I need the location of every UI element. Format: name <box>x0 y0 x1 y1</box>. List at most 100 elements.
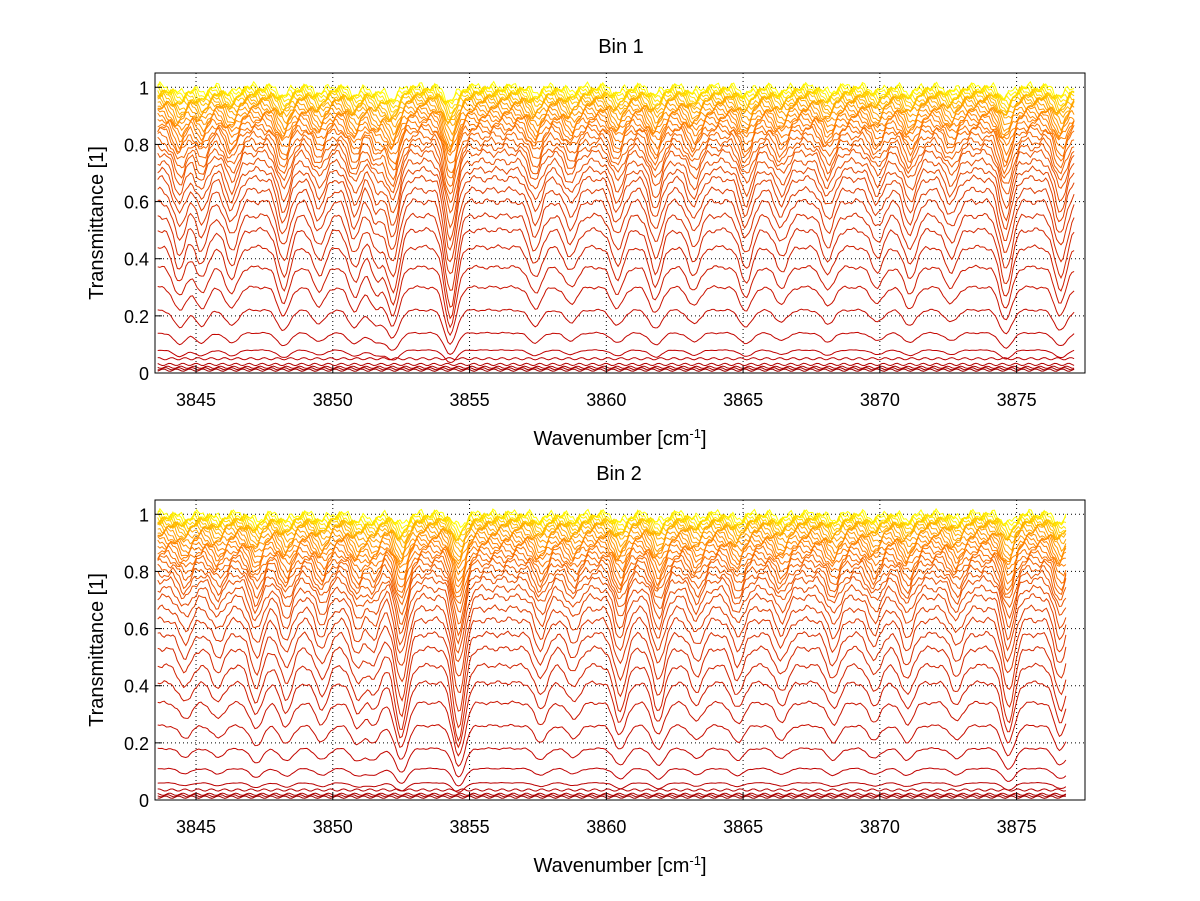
spectrum-series-line <box>157 142 1075 204</box>
spectrum-series-line <box>157 723 1067 767</box>
spectrum-series-line <box>157 124 1075 179</box>
spectrum-series-line <box>157 101 1075 143</box>
x-tick-label: 3850 <box>313 390 353 410</box>
spectrum-series-line <box>157 680 1067 749</box>
spectrum-series-line <box>157 331 1075 355</box>
spectrum-series-line <box>157 264 1075 329</box>
spectrum-series-line <box>157 185 1075 263</box>
y-axis-label: Transmittance [1] <box>86 146 108 300</box>
series-group <box>157 80 1075 372</box>
y-tick-label: 0.6 <box>124 620 149 640</box>
x-axis-label: Wavenumber [cm-1] <box>533 426 706 451</box>
spectrum-series-line <box>157 792 1067 796</box>
spectrum-series-line <box>157 781 1067 793</box>
spectrum-series-line <box>157 557 1067 613</box>
spectrum-series-line <box>157 349 1075 364</box>
spectrum-series-line <box>157 788 1066 792</box>
x-tick-label: 3860 <box>586 817 626 837</box>
subplot-bin-1: Bin 1 3845 3850 3855 3860 3865 3870 3875 0 0.2 0.… <box>86 36 1086 451</box>
spectrum-series-line <box>157 519 1067 553</box>
subplot-bin-2: Bin 2 3845 3850 3855 3860 3865 3870 3875 0 0.2 0.… <box>86 463 1086 878</box>
x-tick-label: 3870 <box>860 390 900 410</box>
spectrum-series-line <box>157 368 1075 372</box>
y-tick-label: 0.8 <box>124 562 149 582</box>
tick-labels: 3845 3850 3855 3860 3865 3870 3875 0 0.2 0.4 0.6 0.… <box>124 505 1037 837</box>
spectrum-series-line <box>157 645 1067 729</box>
spectrum-series-line <box>157 197 1075 275</box>
spectrum-series-line <box>157 574 1067 645</box>
grid <box>155 500 1085 800</box>
spectrum-series-line <box>157 165 1075 242</box>
spectrum-series-line <box>157 700 1067 757</box>
x-tick-label: 3850 <box>313 817 353 837</box>
y-tick-label: 0.4 <box>124 677 149 697</box>
chart-title: Bin 2 <box>596 463 642 485</box>
spectrum-series-line <box>157 568 1067 637</box>
y-tick-label: 0 <box>139 791 149 811</box>
spectrum-series-line <box>157 795 1066 799</box>
spectrum-series-line <box>157 136 1075 195</box>
y-tick-label: 0.4 <box>124 250 149 270</box>
y-tick-label: 0.2 <box>124 307 149 327</box>
spectrum-series-line <box>157 109 1075 154</box>
spectrum-series-line <box>157 615 1067 694</box>
axes-box <box>154 499 1086 801</box>
grid <box>155 73 1085 373</box>
spectrum-series-line <box>157 362 1075 367</box>
spectrum-series-line <box>157 174 1075 251</box>
spectrum-series-line <box>157 244 1075 320</box>
spectrum-series-line <box>157 583 1067 654</box>
spectrum-series-line <box>157 107 1075 152</box>
y-tick-label: 0.6 <box>124 193 149 213</box>
spectrum-series-line <box>157 226 1075 308</box>
spectrum-series-line <box>157 630 1067 712</box>
tick-labels: 3845 3850 3855 3860 3865 3870 3875 0 0.2 0.4 0.6 0.… <box>124 78 1037 410</box>
x-tick-label: 3860 <box>586 390 626 410</box>
spectrum-series-line <box>157 308 1075 346</box>
spectrum-series-line <box>157 112 1075 157</box>
axes-box <box>154 72 1086 374</box>
spectrum-series-line <box>157 367 1075 371</box>
spectrum-series-line <box>157 604 1067 677</box>
spectrum-series-line <box>157 592 1067 663</box>
spectrum-series-line <box>157 553 1067 605</box>
spectrum-series-line <box>157 148 1075 214</box>
x-tick-label: 3855 <box>450 817 490 837</box>
chart-title: Bin 1 <box>598 36 644 58</box>
x-tick-label: 3865 <box>723 817 763 837</box>
spectrum-series-line <box>157 767 1067 787</box>
spectrum-series-line <box>157 285 1075 337</box>
y-axis-label: Transmittance [1] <box>86 573 108 727</box>
spectrum-series-line <box>157 563 1067 625</box>
y-tick-label: 0 <box>139 364 149 384</box>
spectrum-series-line <box>157 525 1067 562</box>
y-tick-label: 0.8 <box>124 135 149 155</box>
spectrum-series-line <box>157 156 1075 229</box>
x-axis-label: Wavenumber [cm-1] <box>533 853 706 878</box>
x-tick-label: 3865 <box>723 390 763 410</box>
spectrum-series-line <box>157 662 1067 743</box>
spectrum-series-line <box>157 747 1067 778</box>
spectrum-series-line <box>157 516 1067 543</box>
y-tick-label: 1 <box>139 78 149 98</box>
x-tick-label: 3855 <box>450 390 490 410</box>
spectrum-series-line <box>157 548 1067 598</box>
spectrum-series-line <box>157 357 1075 361</box>
spectrum-series-line <box>157 104 1075 148</box>
spectrum-series-line <box>157 539 1067 588</box>
spectrum-series-line <box>157 80 1075 104</box>
x-tick-label: 3870 <box>860 817 900 837</box>
spectrum-series-line <box>157 212 1075 291</box>
spectrum-series-line <box>157 130 1075 187</box>
x-tick-label: 3845 <box>176 390 216 410</box>
y-tick-label: 0.2 <box>124 734 149 754</box>
spectrum-series-line <box>157 544 1067 594</box>
x-tick-label: 3875 <box>997 817 1037 837</box>
series-group <box>157 507 1067 799</box>
spectrum-series-line <box>157 514 1067 542</box>
spectrum-series-line <box>157 365 1075 369</box>
x-tick-label: 3875 <box>997 390 1037 410</box>
x-tick-label: 3845 <box>176 817 216 837</box>
spectrum-series-line <box>157 92 1075 126</box>
